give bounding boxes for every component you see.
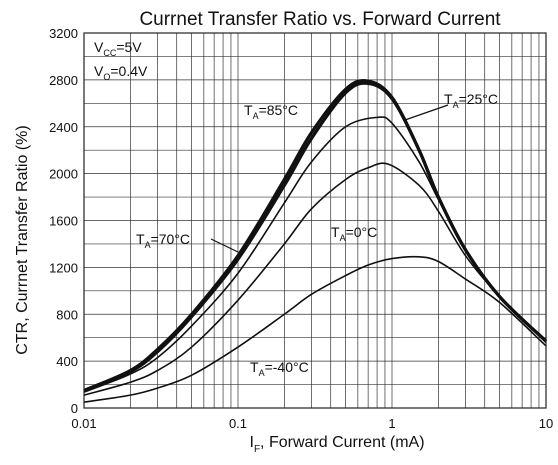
- label-ta-25c: TA=25°C: [444, 91, 498, 110]
- series-line-4: [83, 255, 547, 403]
- condition-vcc-sub: CC: [103, 48, 116, 58]
- y-tick-label: 2000: [49, 167, 78, 182]
- y-axis-label: CTR, Currnet Transfer Ratio (%): [14, 125, 31, 354]
- label-ta-25c-main: T: [444, 91, 453, 107]
- condition-vo: VO=0.4V: [94, 63, 148, 82]
- x-tick-label: 0.01: [71, 416, 96, 431]
- label-ta-minus40c: TA=-40°C: [250, 359, 309, 378]
- condition-vo-main: V: [94, 63, 104, 79]
- label-ta-25c-rest: =25°C: [459, 91, 498, 107]
- x-tick-label: 1: [388, 416, 395, 431]
- label-ta-70c: TA=70°C: [136, 231, 190, 250]
- label-ta-25c-sub: A: [453, 100, 459, 110]
- x-axis-label-sub: F: [254, 444, 260, 455]
- condition-vo-sub: O: [103, 72, 110, 82]
- x-axis-label-rest: , Forward Current (mA): [260, 434, 424, 451]
- condition-vo-rest: =0.4V: [110, 63, 148, 79]
- x-tick-labels: 0.01 0.1 1 10: [71, 416, 553, 431]
- condition-vcc-main: V: [94, 39, 104, 55]
- label-ta-0c-sub: A: [340, 233, 346, 243]
- leader-ta-70c: [210, 238, 239, 253]
- x-tick-label: 0.1: [229, 416, 247, 431]
- y-tick-labels: 0 400 800 1200 1600 2000 2400 2800 3200: [49, 26, 78, 416]
- curves: [83, 78, 548, 403]
- y-tick-label: 2800: [49, 73, 78, 88]
- y-tick-label: 800: [56, 307, 78, 322]
- y-tick-label: 1200: [49, 260, 78, 275]
- label-ta-minus40c-sub: A: [259, 368, 265, 378]
- label-ta-0c-rest: =0°C: [346, 224, 378, 240]
- condition-vcc-rest: =5V: [116, 39, 142, 55]
- chart-title: Currnet Transfer Ratio vs. Forward Curre…: [139, 9, 501, 30]
- label-ta-minus40c-rest: =-40°C: [265, 359, 309, 375]
- plot-frame: [83, 32, 547, 409]
- series-line-1: [83, 116, 547, 393]
- y-tick-label: 0: [71, 401, 78, 416]
- label-ta-0c: TA=0°C: [331, 224, 377, 243]
- series-line-2: [83, 81, 548, 393]
- x-axis-label-main: I: [249, 434, 253, 451]
- y-tick-label: 2400: [49, 120, 78, 135]
- x-tick-label: 10: [539, 416, 553, 431]
- label-ta-70c-main: T: [136, 231, 145, 247]
- label-ta-85c-rest: =85°C: [259, 102, 298, 118]
- series-line-3: [83, 162, 547, 396]
- condition-vcc: VCC=5V: [94, 39, 142, 58]
- label-ta-85c-main: T: [244, 102, 253, 118]
- label-ta-85c-sub: A: [253, 111, 259, 121]
- label-ta-85c: TA=85°C: [244, 102, 298, 121]
- y-tick-label: 3200: [49, 26, 78, 41]
- label-ta-0c-main: T: [331, 224, 340, 240]
- y-tick-label: 400: [56, 354, 78, 369]
- y-tick-label: 1600: [49, 214, 78, 229]
- label-ta-70c-rest: =70°C: [151, 231, 190, 247]
- label-ta-70c-sub: A: [145, 240, 151, 250]
- label-ta-minus40c-main: T: [250, 359, 259, 375]
- x-axis-label: IF, Forward Current (mA): [249, 434, 424, 455]
- leader-ta-25c: [404, 104, 449, 121]
